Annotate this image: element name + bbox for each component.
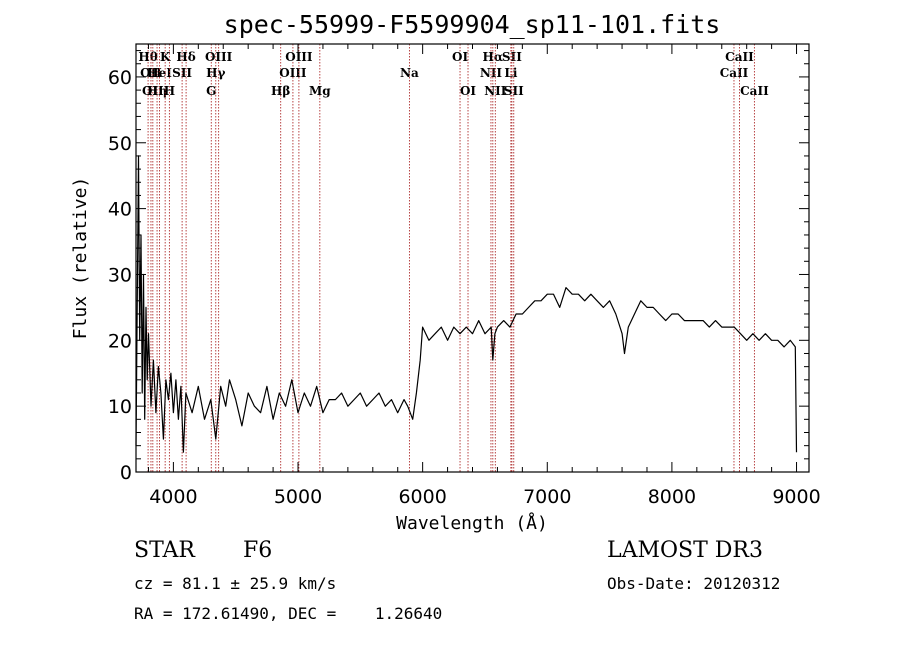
y-tick-label: 10: [108, 396, 132, 418]
x-tick-label: 9000: [772, 486, 820, 508]
spectral-line-label: CaII: [720, 66, 749, 80]
redshift-cz: cz = 81.1 ± 25.9 km/s: [134, 574, 337, 593]
spectral-lines: HθOIIOIIHηHeIKHSIIHδGHγOIIIHβOIIIOIIIMgN…: [138, 44, 769, 472]
spectral-line-label: Hθ: [138, 50, 157, 64]
chart-title: spec-55999-F5599904_sp11-101.fits: [224, 10, 721, 39]
spectral-line-label: Hη: [147, 84, 167, 98]
y-tick-label: 20: [108, 330, 132, 352]
y-tick-label: 50: [108, 133, 132, 155]
spectral-line-label: SII: [172, 66, 192, 80]
spectral-line-label: OIII: [285, 50, 313, 64]
spectral-line-label: Hγ: [206, 66, 225, 80]
spectral-line-label: SII: [504, 84, 524, 98]
spectral-line-label: OIII: [205, 50, 233, 64]
spectrum-series-line: [135, 155, 798, 453]
spectral-line-label: Li: [504, 66, 517, 80]
spectral-line-label: K: [160, 50, 171, 64]
spectral-line-label: H: [164, 84, 175, 98]
y-tick-label: 0: [120, 462, 132, 484]
y-tick-label: 60: [108, 67, 132, 89]
coordinates: RA = 172.61490, DEC = 1.26640: [134, 604, 443, 623]
x-axis-label: Wavelength (Å): [396, 512, 548, 534]
spectral-line-label: OII: [142, 84, 164, 98]
spectral-line-label: Hα: [483, 50, 504, 64]
x-tick-label: 5000: [274, 486, 322, 508]
spectral-line-label: OI: [452, 50, 468, 64]
object-class: STAR: [134, 538, 195, 563]
observation-date: Obs-Date: 20120312: [607, 574, 781, 593]
spectral-line-label: NII: [484, 84, 507, 98]
spectral-line-label: SII: [502, 50, 522, 64]
spectral-line-label: HeI: [147, 66, 172, 80]
x-tick-label: 7000: [523, 486, 571, 508]
spectral-line-label: OI: [460, 84, 476, 98]
plot-frame: [135, 43, 810, 473]
spectral-line-label: CaII: [725, 50, 754, 64]
axis-ticks: 4000 5000 6000 7000 8000 9000 0 10 20 30 40 50 60: [108, 44, 821, 508]
spectral-line-label: Mg: [309, 84, 331, 98]
spectrum-chart: spec-55999-F5599904_sp11-101.fits Hθ OII O…: [70, 10, 821, 534]
spectral-line-label: CaII: [740, 84, 769, 98]
y-tick-label: 30: [108, 264, 132, 286]
x-tick-label: 8000: [648, 486, 696, 508]
y-tick-label: 40: [108, 199, 132, 221]
x-tick-label: 6000: [398, 486, 446, 508]
spectral-line-label: OIII: [279, 66, 307, 80]
x-tick-label: 4000: [149, 486, 197, 508]
spectral-line-label: NII: [480, 66, 503, 80]
spectral-line-label: Hβ: [271, 84, 290, 98]
y-axis-label: Flux (relative): [70, 177, 91, 340]
spectral-line-label: Na: [400, 66, 419, 80]
spectral-line-label: Hδ: [176, 50, 195, 64]
spectral-line-label: G: [206, 84, 216, 98]
object-subclass: F6: [243, 538, 273, 563]
survey-name: LAMOST DR3: [607, 538, 763, 563]
